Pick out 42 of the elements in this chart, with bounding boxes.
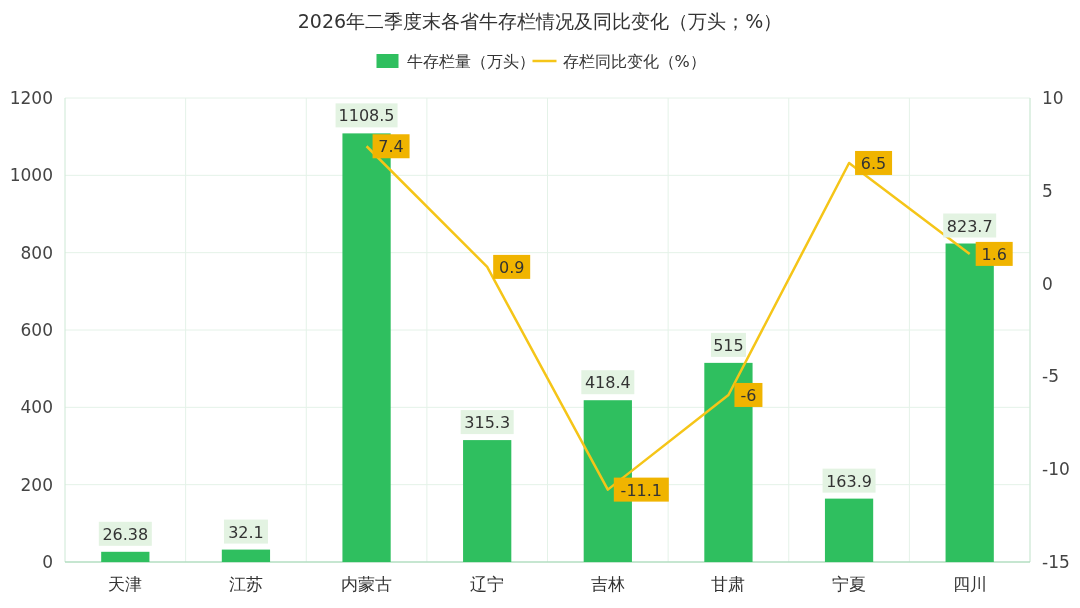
data-label: 32.1: [228, 522, 264, 542]
data-label: 6.5: [860, 153, 887, 173]
y2-tick-label: -10: [1042, 459, 1070, 480]
y2-tick-label: -5: [1042, 366, 1059, 387]
y-tick-label: 200: [20, 474, 53, 495]
x-tick-label: 宁夏: [832, 574, 867, 594]
data-label: 315.3: [464, 413, 511, 433]
x-tick-label: 辽宁: [470, 574, 505, 594]
legend-label: 牛存栏量（万头）: [406, 52, 535, 71]
y-tick-label: 1200: [9, 88, 53, 108]
x-tick-label: 四川: [952, 574, 987, 594]
data-label: 823.7: [946, 216, 993, 236]
legend-label: 存栏同比变化（%）: [562, 52, 706, 71]
data-label: 515: [713, 335, 744, 355]
data-label: 0.9: [498, 257, 525, 277]
data-label: 163.9: [826, 471, 872, 491]
y2-tick-label: 0: [1042, 273, 1053, 294]
chart-title: 2026年二季度末各省牛存栏情况及同比变化（万头；%）: [297, 10, 783, 32]
y2-tick-label: 5: [1042, 180, 1053, 201]
y2-tick-label: -15: [1042, 552, 1070, 572]
data-label: 7.4: [378, 137, 404, 157]
y-tick-label: 0: [42, 552, 53, 572]
y-tick-label: 400: [20, 397, 53, 418]
y-tick-label: 800: [20, 242, 53, 263]
data-label: 26.38: [102, 524, 149, 544]
bar: [101, 551, 150, 562]
data-label: -6: [740, 385, 757, 405]
data-label: 418.4: [584, 373, 631, 393]
y2-tick-label: 10: [1042, 88, 1064, 108]
y-tick-label: 600: [20, 320, 53, 340]
data-label: 1108.5: [338, 106, 395, 126]
bar: [824, 498, 874, 562]
x-tick-label: 吉林: [590, 574, 625, 594]
x-tick-label: 江苏: [228, 574, 263, 594]
x-tick-label: 内蒙古: [341, 574, 393, 594]
x-tick-label: 天津: [108, 574, 143, 594]
bar: [463, 440, 512, 562]
data-label: 1.6: [981, 244, 1007, 264]
x-tick-label: 甘肃: [711, 574, 746, 594]
bar: [221, 549, 271, 562]
data-label: -11.1: [620, 480, 663, 500]
y-tick-label: 1000: [9, 165, 53, 186]
